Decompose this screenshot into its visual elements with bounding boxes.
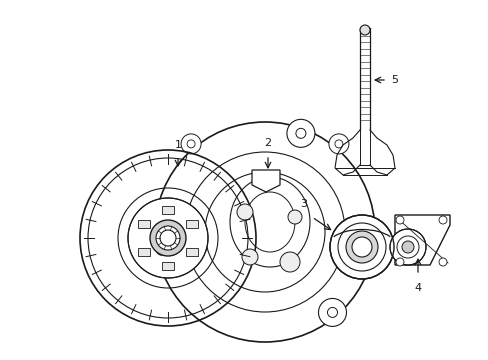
Circle shape — [80, 150, 256, 326]
Circle shape — [156, 226, 180, 250]
Circle shape — [389, 229, 425, 265]
Circle shape — [395, 258, 403, 266]
Polygon shape — [394, 215, 449, 265]
Circle shape — [155, 122, 374, 342]
Polygon shape — [162, 262, 174, 270]
Circle shape — [128, 198, 207, 278]
Circle shape — [351, 237, 371, 257]
Polygon shape — [251, 170, 280, 192]
Polygon shape — [186, 220, 198, 228]
Circle shape — [295, 128, 305, 138]
Circle shape — [329, 215, 393, 279]
Circle shape — [438, 258, 446, 266]
Circle shape — [147, 236, 175, 264]
Circle shape — [395, 216, 403, 224]
Text: 4: 4 — [414, 283, 421, 293]
Text: 3: 3 — [300, 199, 307, 209]
Polygon shape — [162, 206, 174, 214]
Circle shape — [286, 119, 314, 147]
Circle shape — [401, 241, 413, 253]
Circle shape — [359, 25, 369, 35]
Circle shape — [242, 249, 258, 265]
Circle shape — [280, 252, 299, 272]
Polygon shape — [186, 248, 198, 256]
Circle shape — [287, 210, 302, 224]
Circle shape — [150, 220, 185, 256]
Circle shape — [181, 134, 201, 154]
Polygon shape — [138, 220, 149, 228]
Circle shape — [327, 307, 337, 318]
Text: 2: 2 — [264, 138, 271, 148]
Circle shape — [156, 245, 166, 255]
Polygon shape — [138, 248, 149, 256]
Text: 1: 1 — [174, 140, 181, 150]
Text: 5: 5 — [390, 75, 397, 85]
Circle shape — [328, 134, 348, 154]
Circle shape — [438, 216, 446, 224]
Circle shape — [318, 298, 346, 327]
Circle shape — [237, 204, 252, 220]
Circle shape — [346, 231, 377, 263]
